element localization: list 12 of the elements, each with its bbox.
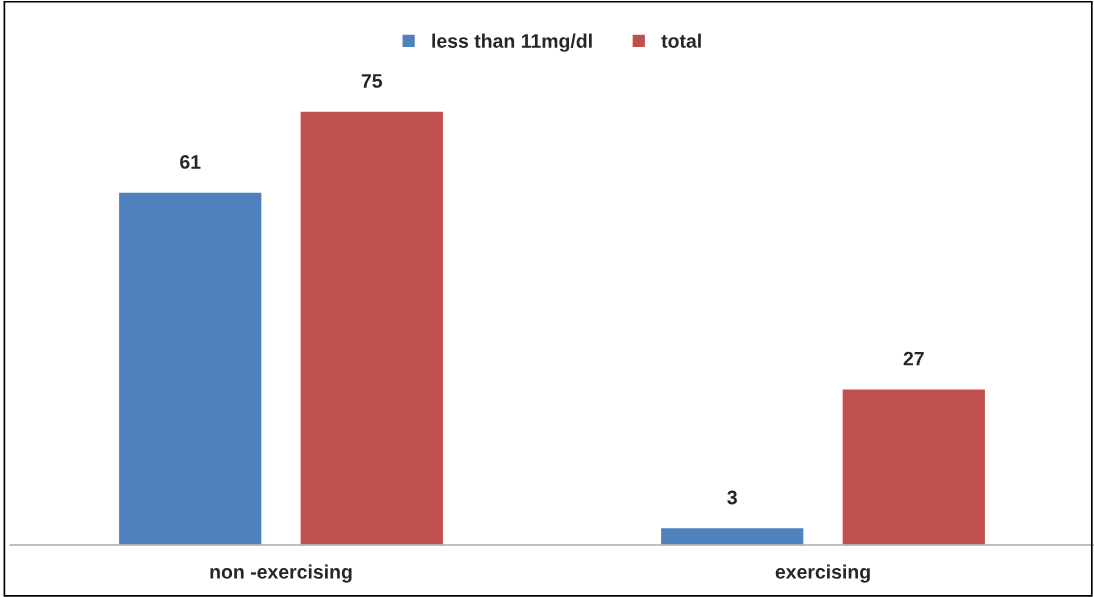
x-tick-label: exercising <box>775 564 870 583</box>
legend-label: total <box>661 33 701 48</box>
legend-label: less than 11mg/dl <box>432 33 592 52</box>
data-label: 27 <box>903 351 924 366</box>
bar <box>299 110 445 545</box>
bar <box>117 191 263 545</box>
x-tick-label: non -exercising <box>210 564 352 583</box>
data-label: 61 <box>180 155 201 169</box>
bar <box>841 388 987 545</box>
data-label: 3 <box>727 490 737 505</box>
bar <box>659 526 805 545</box>
data-label: 75 <box>361 74 383 88</box>
